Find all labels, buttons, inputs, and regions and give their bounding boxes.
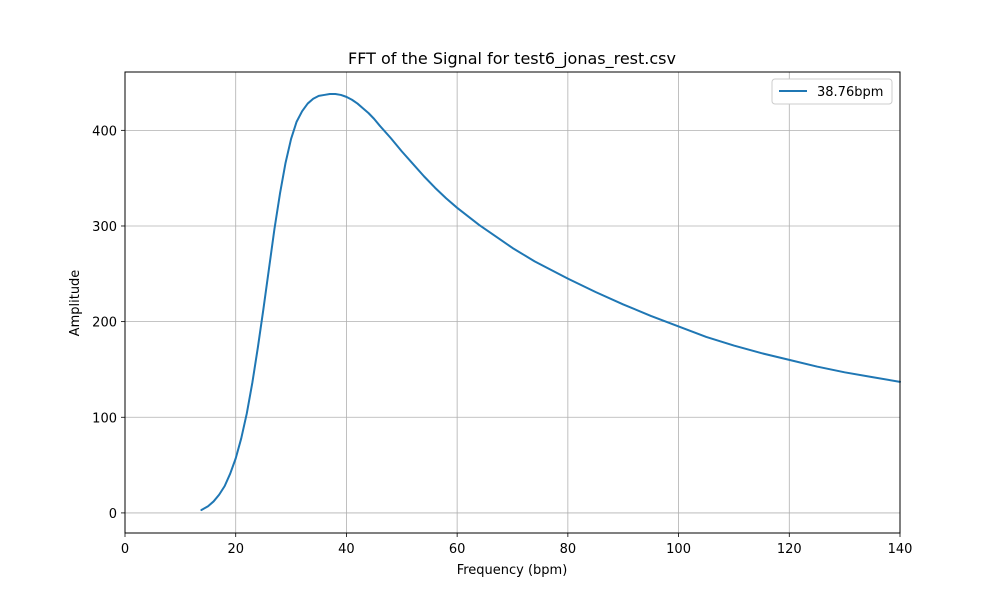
y-tick-label: 400 bbox=[92, 124, 117, 139]
x-axis-label: Frequency (bpm) bbox=[457, 563, 568, 578]
ticks: 0 20 40 60 80 100 120 140 0 100 200 300 400 bbox=[92, 124, 912, 557]
y-tick-label: 100 bbox=[92, 411, 117, 426]
y-tick-label: 300 bbox=[92, 220, 117, 235]
axes-frame bbox=[124, 71, 901, 534]
x-tick-label: 140 bbox=[888, 542, 913, 557]
legend: 38.76bpm bbox=[771, 78, 893, 105]
x-tick-label: 80 bbox=[560, 542, 577, 557]
legend-label: 38.76bpm bbox=[817, 85, 883, 100]
plot-lines bbox=[200, 93, 901, 512]
y-tick-label: 0 bbox=[109, 507, 117, 522]
y-tick-label: 200 bbox=[92, 316, 117, 331]
series-line bbox=[200, 93, 901, 512]
x-tick-label: 40 bbox=[338, 542, 355, 557]
x-tick-label: 60 bbox=[449, 542, 466, 557]
legend-box bbox=[771, 78, 893, 105]
x-tick-label: 100 bbox=[666, 542, 691, 557]
x-tick-label: 0 bbox=[121, 542, 129, 557]
x-tick-label: 120 bbox=[777, 542, 802, 557]
chart-title: FFT of the Signal for test6_jonas_rest.c… bbox=[348, 49, 676, 69]
x-tick-label: 20 bbox=[227, 542, 244, 557]
y-axis-label: Amplitude bbox=[68, 270, 83, 337]
